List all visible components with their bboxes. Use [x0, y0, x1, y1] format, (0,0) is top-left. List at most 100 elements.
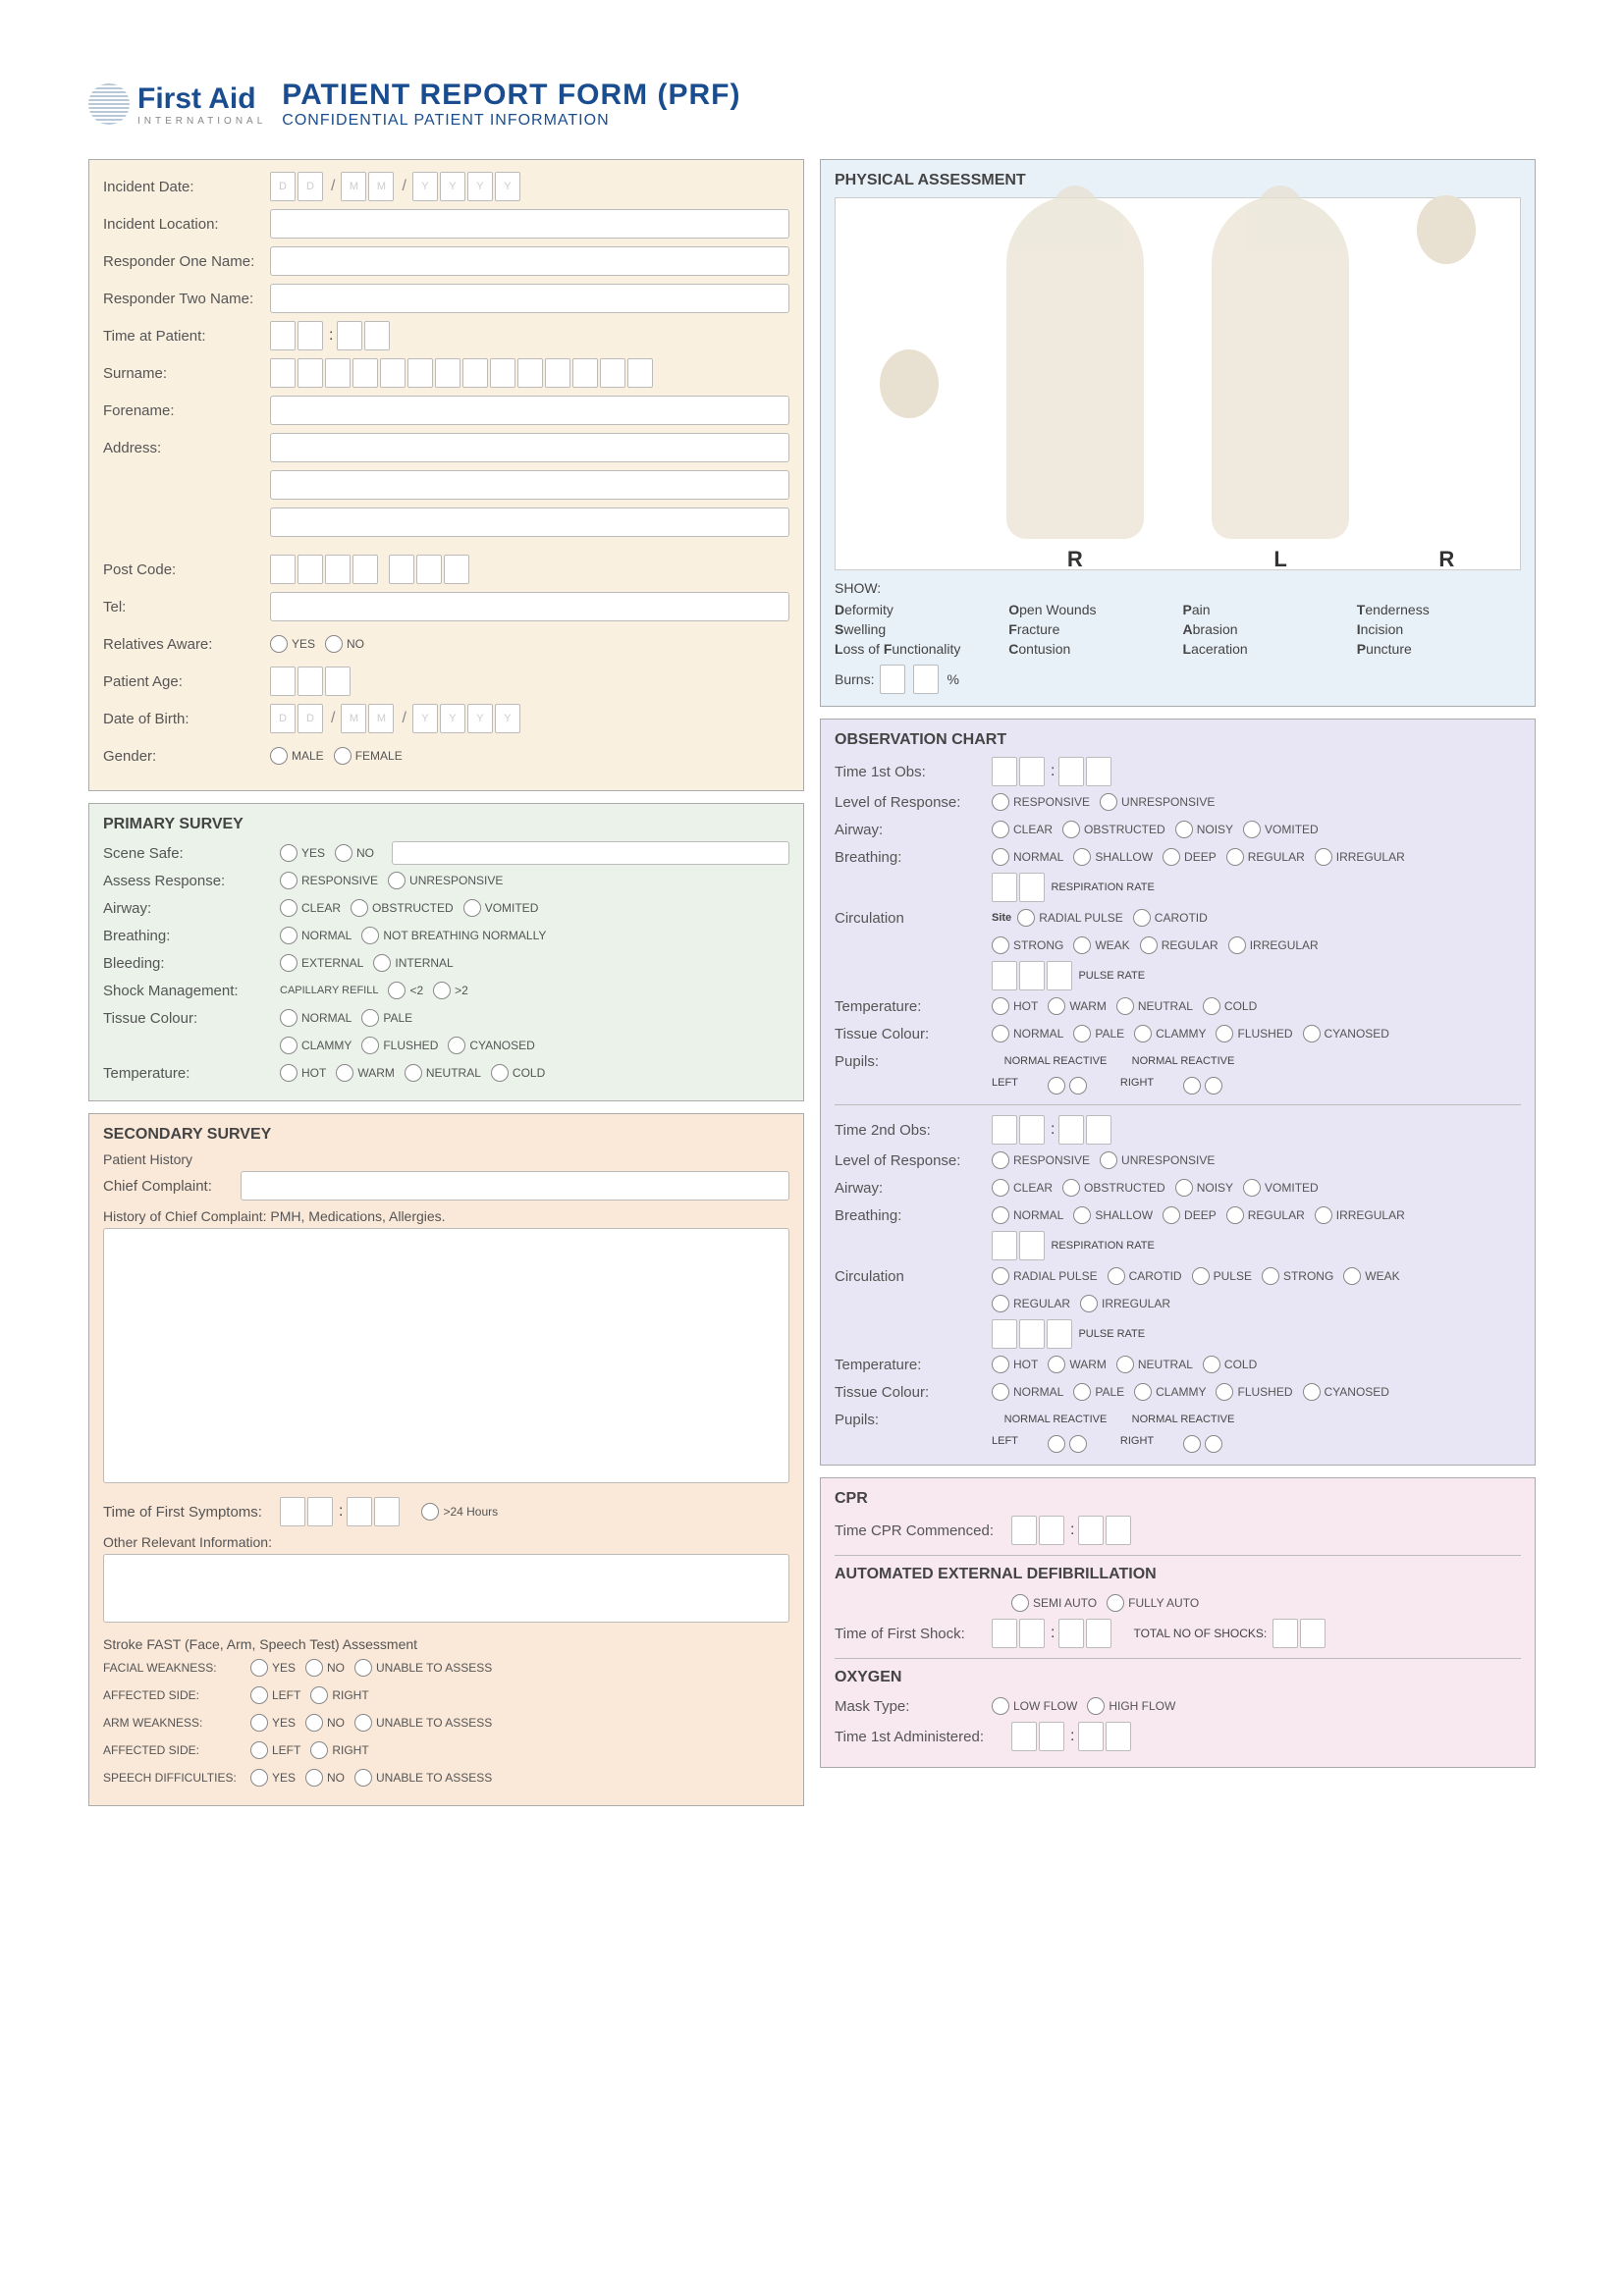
temp-warm[interactable]: [336, 1064, 353, 1082]
tissue-clammy[interactable]: [280, 1037, 298, 1054]
speech-no[interactable]: [305, 1769, 323, 1787]
arm-right[interactable]: [310, 1741, 328, 1759]
address-label: Address:: [103, 440, 270, 456]
oxygen-title: OXYGEN: [835, 1669, 1521, 1686]
facial-right[interactable]: [310, 1686, 328, 1704]
date-y2[interactable]: Y: [440, 172, 465, 201]
r1-input[interactable]: [270, 246, 789, 276]
temp-hot[interactable]: [280, 1064, 298, 1082]
tel-input[interactable]: [270, 592, 789, 621]
forename-label: Forename:: [103, 402, 270, 419]
facial-no[interactable]: [305, 1659, 323, 1677]
breath-not[interactable]: [361, 927, 379, 944]
physical-title: PHYSICAL ASSESSMENT: [835, 172, 1521, 189]
scene-comment[interactable]: [392, 841, 789, 865]
aed-fully[interactable]: [1107, 1594, 1124, 1612]
logo-main: First Aid: [137, 82, 256, 115]
patient-history-label: Patient History: [103, 1151, 789, 1167]
tp-h2[interactable]: [298, 321, 323, 350]
airway-clear[interactable]: [280, 899, 298, 917]
breath-normal[interactable]: [280, 927, 298, 944]
arm-unable[interactable]: [354, 1714, 372, 1732]
hcc-textarea[interactable]: [103, 1228, 789, 1483]
address-input-2[interactable]: [270, 470, 789, 500]
r2-input[interactable]: [270, 284, 789, 313]
bleed-int[interactable]: [373, 954, 391, 972]
obs1-resp[interactable]: [992, 793, 1009, 811]
gt24-radio[interactable]: [421, 1503, 439, 1521]
arm-no[interactable]: [305, 1714, 323, 1732]
date-m2[interactable]: M: [368, 172, 394, 201]
gender-female[interactable]: [334, 747, 352, 765]
sn-1[interactable]: [270, 358, 296, 388]
scene-yes[interactable]: [280, 844, 298, 862]
address-input-1[interactable]: [270, 433, 789, 462]
facial-unable[interactable]: [354, 1659, 372, 1677]
facial-left[interactable]: [250, 1686, 268, 1704]
date-m1[interactable]: M: [341, 172, 366, 201]
aed-title: AUTOMATED EXTERNAL DEFIBRILLATION: [835, 1566, 1521, 1583]
assess-resp[interactable]: [280, 872, 298, 889]
date-d1[interactable]: D: [270, 172, 296, 201]
tissue-normal[interactable]: [280, 1009, 298, 1027]
bleed-ext[interactable]: [280, 954, 298, 972]
assess-unresp[interactable]: [388, 872, 406, 889]
temp-cold[interactable]: [491, 1064, 509, 1082]
aed-semi[interactable]: [1011, 1594, 1029, 1612]
tissue-cyanosed[interactable]: [448, 1037, 465, 1054]
burns-1[interactable]: [880, 665, 905, 694]
physical-panel: PHYSICAL ASSESSMENT R L R SHOW: Deformit…: [820, 159, 1536, 707]
facial-yes[interactable]: [250, 1659, 268, 1677]
tp-m2[interactable]: [364, 321, 390, 350]
temp-neutral[interactable]: [405, 1064, 422, 1082]
logo-sub: INTERNATIONAL: [137, 116, 266, 127]
relatives-no[interactable]: [325, 635, 343, 653]
obs-title: OBSERVATION CHART: [835, 731, 1521, 749]
head-side-right: [1417, 195, 1476, 264]
date-y1[interactable]: Y: [412, 172, 438, 201]
mask-high[interactable]: [1087, 1697, 1105, 1715]
cpr-panel: CPR Time CPR Commenced: : AUTOMATED EXTE…: [820, 1477, 1536, 1768]
logo-icon: [88, 83, 130, 125]
time-patient-label: Time at Patient:: [103, 328, 270, 345]
shock-lt2[interactable]: [388, 982, 406, 999]
other-info-textarea[interactable]: [103, 1554, 789, 1623]
location-label: Incident Location:: [103, 216, 270, 233]
tp-m1[interactable]: [337, 321, 362, 350]
relatives-yes[interactable]: [270, 635, 288, 653]
r2-label: Responder Two Name:: [103, 291, 270, 307]
tissue-pale[interactable]: [361, 1009, 379, 1027]
date-y4[interactable]: Y: [495, 172, 520, 201]
obs1-unresp[interactable]: [1100, 793, 1117, 811]
other-info-label: Other Relevant Information:: [103, 1534, 789, 1550]
airway-obstructed[interactable]: [351, 899, 368, 917]
airway-vomited[interactable]: [463, 899, 481, 917]
speech-yes[interactable]: [250, 1769, 268, 1787]
location-input[interactable]: [270, 209, 789, 239]
fast-title: Stroke FAST (Face, Arm, Speech Test) Ass…: [103, 1636, 789, 1652]
surname-label: Surname:: [103, 365, 270, 382]
chief-input[interactable]: [241, 1171, 789, 1201]
mask-low[interactable]: [992, 1697, 1009, 1715]
address-input-3[interactable]: [270, 507, 789, 537]
tissue-flushed[interactable]: [361, 1037, 379, 1054]
body-front: [1006, 195, 1144, 539]
tp-h1[interactable]: [270, 321, 296, 350]
postcode-label: Post Code:: [103, 561, 270, 578]
speech-unable[interactable]: [354, 1769, 372, 1787]
date-y3[interactable]: Y: [467, 172, 493, 201]
show-grid: DeformityOpen WoundsPainTenderness Swell…: [835, 602, 1521, 657]
secondary-title: SECONDARY SURVEY: [103, 1126, 789, 1144]
cpr-title: CPR: [835, 1490, 1521, 1508]
page-title: PATIENT REPORT FORM (PRF): [282, 79, 740, 112]
tel-label: Tel:: [103, 599, 270, 615]
forename-input[interactable]: [270, 396, 789, 425]
shock-gt2[interactable]: [433, 982, 451, 999]
scene-no[interactable]: [335, 844, 352, 862]
arm-left[interactable]: [250, 1741, 268, 1759]
gender-male[interactable]: [270, 747, 288, 765]
date-d2[interactable]: D: [298, 172, 323, 201]
burns-2[interactable]: [913, 665, 939, 694]
arm-yes[interactable]: [250, 1714, 268, 1732]
incident-panel: Incident Date: DD/ MM/ YYYY Incident Loc…: [88, 159, 804, 791]
